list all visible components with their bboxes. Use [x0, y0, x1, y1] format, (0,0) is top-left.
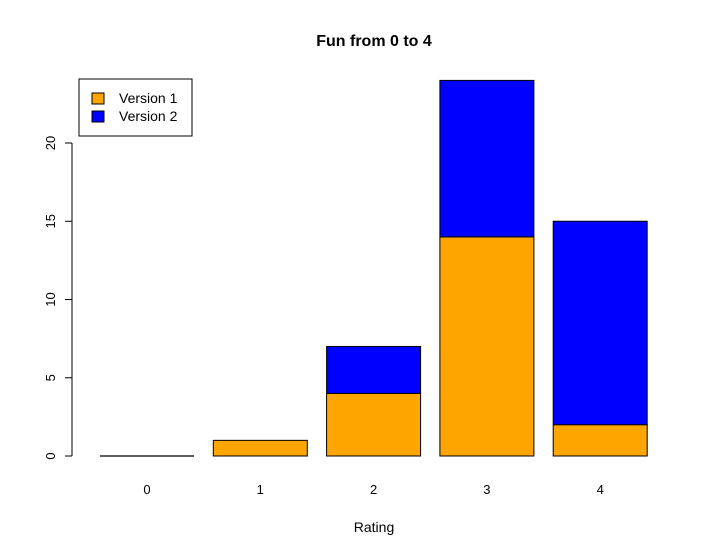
bars [100, 79, 648, 457]
bar-4-series-1 [552, 424, 648, 457]
bar-3-series-2 [439, 79, 535, 238]
x-axis-tick-labels: 0 1 2 3 4 [143, 482, 603, 497]
x-tick-label-2: 2 [370, 482, 377, 497]
bar-3-series-1 [439, 236, 535, 457]
bar-1-series-1 [212, 439, 308, 457]
x-axis-label: Rating [354, 519, 394, 535]
legend-swatch-2 [91, 110, 105, 123]
bar-2-series-1 [326, 392, 422, 457]
y-tick-label-0: 0 [43, 452, 58, 459]
x-tick-label-4: 4 [597, 482, 604, 497]
legend-swatch-1 [91, 92, 105, 105]
legend-label-2: Version 2 [119, 108, 178, 124]
bar-2-series-2 [326, 345, 422, 394]
y-tick-label-3: 15 [43, 214, 58, 228]
legend: Version 1 Version 2 [78, 78, 193, 137]
y-tick-label-4: 20 [43, 136, 58, 150]
y-tick-label-2: 10 [43, 292, 58, 306]
chart-title: Fun from 0 to 4 [316, 33, 432, 50]
legend-label-1: Version 1 [119, 90, 178, 106]
bar-4-series-2 [552, 220, 648, 426]
y-tick-label-1: 5 [43, 374, 58, 381]
x-tick-label-0: 0 [143, 482, 150, 497]
legend-box [78, 78, 193, 137]
x-tick-label-3: 3 [483, 482, 490, 497]
x-tick-label-1: 1 [257, 482, 264, 497]
y-axis: 0 5 10 15 20 [43, 136, 73, 460]
